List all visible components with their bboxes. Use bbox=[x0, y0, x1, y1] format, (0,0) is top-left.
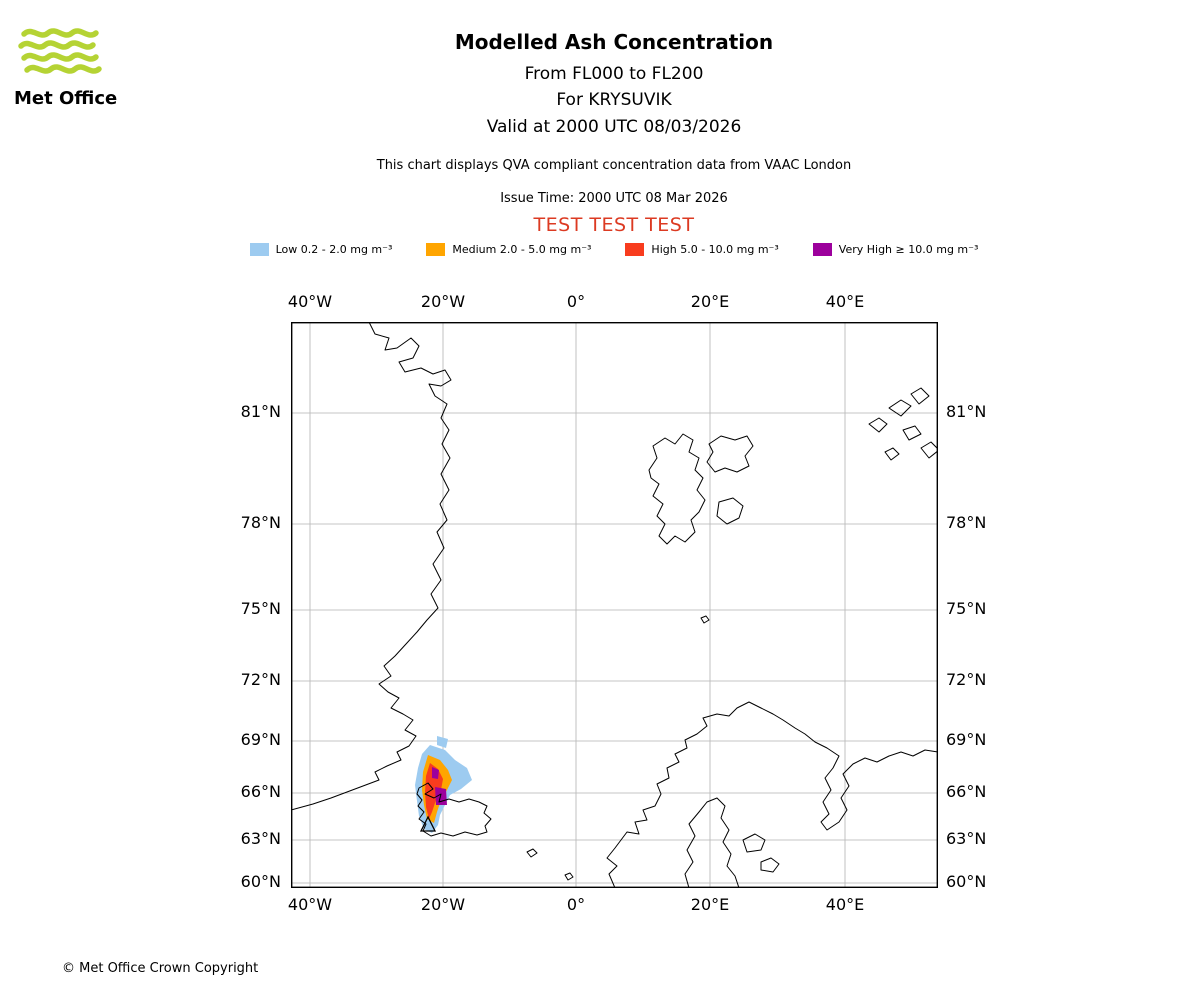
coast-svalbard-spitsbergen bbox=[648, 433, 706, 545]
volcano-marker bbox=[419, 815, 437, 832]
latitude-tick-label: 69°N bbox=[240, 730, 281, 749]
met-office-logo: Met Office bbox=[14, 26, 117, 109]
longitude-tick-label: 20°E bbox=[690, 895, 730, 914]
legend-swatch-medium bbox=[426, 243, 446, 256]
legend-item-very-high: Very High ≥ 10.0 mg m⁻³ bbox=[812, 243, 979, 256]
legend-label-very-high: Very High ≥ 10.0 mg m⁻³ bbox=[838, 243, 979, 256]
legend-swatch-very-high bbox=[812, 243, 832, 256]
latitude-tick-label: 60°N bbox=[946, 872, 987, 891]
valid-time-line: Valid at 2000 UTC 08/03/2026 bbox=[486, 117, 742, 137]
legend-label-low: Low 0.2 - 2.0 mg m⁻³ bbox=[275, 243, 393, 256]
logo-brand-text: Met Office bbox=[14, 88, 118, 109]
latitude-tick-label: 63°N bbox=[240, 829, 281, 848]
volcano-name-line: For KRYSUVIK bbox=[556, 90, 672, 110]
latitude-tick-label: 78°N bbox=[240, 513, 281, 532]
longitude-tick-label: 40°E bbox=[825, 292, 865, 311]
legend-label-medium: Medium 2.0 - 5.0 mg m⁻³ bbox=[452, 243, 592, 256]
coast-gulf-of-bothnia bbox=[684, 797, 740, 889]
longitude-tick-label: 20°W bbox=[420, 292, 466, 311]
longitude-tick-label: 20°E bbox=[690, 292, 730, 311]
flight-level-line: From FL000 to FL200 bbox=[524, 64, 704, 84]
map-area bbox=[290, 321, 940, 889]
latitude-tick-label: 60°N bbox=[240, 872, 281, 891]
coast-lakes bbox=[742, 833, 780, 873]
longitude-tick-label: 40°E bbox=[825, 895, 865, 914]
issue-time: Issue Time: 2000 UTC 08 Mar 2026 bbox=[500, 191, 728, 206]
latitude-tick-label: 66°N bbox=[946, 782, 987, 801]
grid-layer bbox=[291, 322, 938, 888]
latitude-tick-label: 75°N bbox=[946, 599, 987, 618]
coast-small-islands bbox=[526, 615, 710, 881]
map-border bbox=[290, 321, 938, 888]
latitude-tick-label: 66°N bbox=[240, 782, 281, 801]
coast-iceland bbox=[416, 782, 492, 837]
map-canvas bbox=[290, 321, 940, 889]
marker-layer bbox=[419, 815, 437, 832]
latitude-tick-label: 81°N bbox=[240, 402, 281, 421]
latitude-tick-label: 72°N bbox=[240, 670, 281, 689]
coast-svalbard-nordaustlandet bbox=[706, 435, 754, 473]
coast-svalbard-edgeoya bbox=[716, 497, 744, 525]
latitude-tick-label: 72°N bbox=[946, 670, 987, 689]
test-banner: TEST TEST TEST bbox=[533, 214, 695, 236]
latitude-tick-label: 63°N bbox=[946, 829, 987, 848]
latitude-tick-label: 75°N bbox=[240, 599, 281, 618]
latitude-tick-label: 69°N bbox=[946, 730, 987, 749]
coast-franz-josef-land bbox=[868, 387, 940, 461]
logo-waves-icon bbox=[18, 28, 102, 74]
copyright-notice: © Met Office Crown Copyright bbox=[62, 961, 259, 976]
latitude-tick-label: 78°N bbox=[946, 513, 987, 532]
longitude-tick-label: 40°W bbox=[287, 895, 333, 914]
latitude-tick-label: 81°N bbox=[946, 402, 987, 421]
ash-plume-layer bbox=[415, 736, 472, 833]
legend-item-medium: Medium 2.0 - 5.0 mg m⁻³ bbox=[426, 243, 591, 256]
header: Modelled Ash Concentration From FL000 to… bbox=[114, 0, 1114, 300]
legend-item-high: High 5.0 - 10.0 mg m⁻³ bbox=[625, 243, 779, 256]
legend: Low 0.2 - 2.0 mg m⁻³ Medium 2.0 - 5.0 mg… bbox=[114, 243, 1114, 256]
coast-greenland bbox=[290, 321, 452, 811]
legend-label-high: High 5.0 - 10.0 mg m⁻³ bbox=[651, 243, 779, 256]
longitude-tick-label: 40°W bbox=[287, 292, 333, 311]
legend-swatch-high bbox=[625, 243, 645, 256]
coast-scandinavia bbox=[606, 701, 939, 889]
longitude-tick-label: 20°W bbox=[420, 895, 466, 914]
page-title: Modelled Ash Concentration bbox=[454, 30, 774, 54]
qva-description: This chart displays QVA compliant concen… bbox=[376, 158, 852, 173]
ash-contour-low bbox=[437, 736, 448, 748]
legend-swatch-low bbox=[249, 243, 269, 256]
ash-contour-high bbox=[425, 763, 443, 819]
ash-contour-very-high bbox=[432, 767, 439, 779]
longitude-tick-label: 0° bbox=[566, 895, 586, 914]
longitude-tick-label: 0° bbox=[566, 292, 586, 311]
legend-item-low: Low 0.2 - 2.0 mg m⁻³ bbox=[249, 243, 393, 256]
coastlines bbox=[290, 321, 940, 889]
